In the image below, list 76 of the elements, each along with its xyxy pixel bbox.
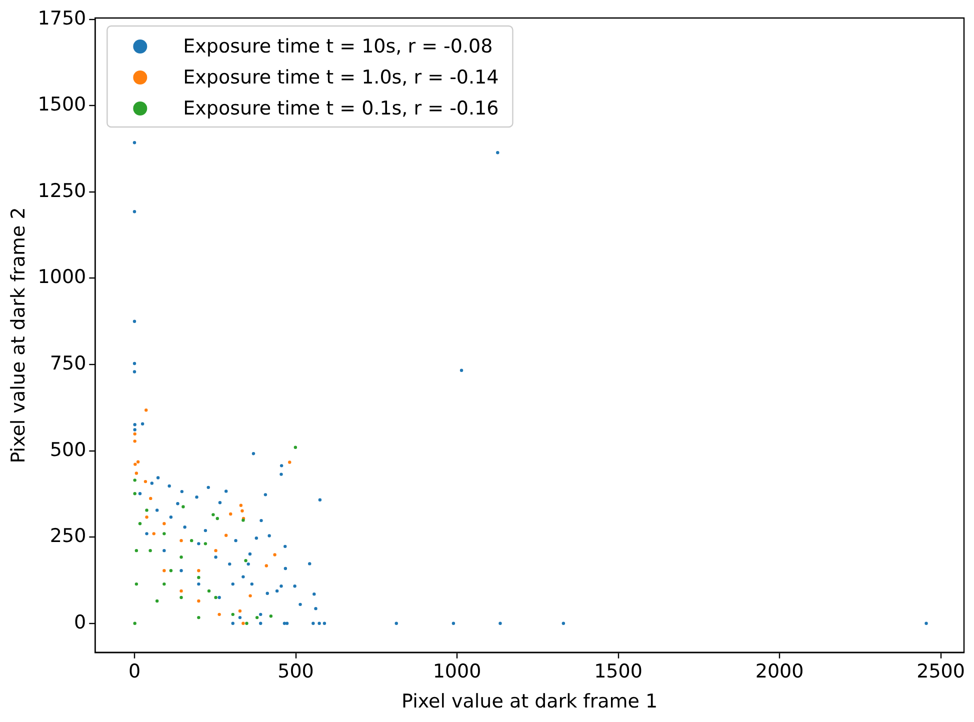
point <box>224 534 228 537</box>
point <box>197 616 200 620</box>
point <box>145 516 148 519</box>
point <box>216 516 219 520</box>
point <box>134 582 138 586</box>
point <box>294 446 298 449</box>
x-tick-label: 2500 <box>916 660 965 683</box>
y-tick-label: 1000 <box>38 266 86 288</box>
y-tick-label: 750 <box>50 352 86 374</box>
point <box>134 462 137 466</box>
x-tick-label: 500 <box>278 660 314 683</box>
point <box>133 492 136 496</box>
point <box>269 614 273 618</box>
point <box>134 548 138 552</box>
point <box>238 609 242 613</box>
point <box>162 522 166 526</box>
point <box>136 460 140 464</box>
point <box>214 596 218 600</box>
legend-label: Exposure time t = 0.1s, r = -0.16 <box>183 97 499 120</box>
point <box>133 478 136 482</box>
point <box>240 509 244 512</box>
point <box>214 548 218 552</box>
y-tick-label: 1250 <box>38 180 86 202</box>
point <box>245 622 248 626</box>
point <box>180 538 183 542</box>
legend-label: Exposure time t = 1.0s, r = -0.14 <box>183 66 499 88</box>
y-tick-label: 1500 <box>38 94 86 116</box>
point <box>162 568 166 572</box>
point <box>197 568 200 572</box>
point <box>162 532 166 536</box>
y-axis-title: Pixel value at dark frame 2 <box>7 207 30 464</box>
point <box>207 589 211 593</box>
point <box>144 480 148 484</box>
x-tick-label: 2000 <box>755 660 804 683</box>
point <box>244 558 248 562</box>
y-tick-label: 250 <box>50 525 86 548</box>
point <box>133 622 136 626</box>
x-tick-label: 1500 <box>594 660 642 683</box>
point <box>255 616 259 620</box>
point <box>144 408 148 412</box>
point <box>182 505 185 508</box>
y-tick-label: 1750 <box>38 7 86 30</box>
x-axis-title: Pixel value at dark frame 1 <box>402 690 658 713</box>
point <box>133 432 136 436</box>
y-tick-label: 500 <box>50 438 86 461</box>
point <box>264 564 268 568</box>
point <box>180 596 183 600</box>
point <box>204 542 208 546</box>
point <box>148 548 152 552</box>
point <box>155 599 159 603</box>
point <box>242 622 245 626</box>
legend-label: Exposure time t = 10s, r = -0.08 <box>183 35 493 58</box>
point <box>145 508 148 512</box>
point <box>138 522 142 526</box>
point <box>288 460 292 464</box>
point <box>248 594 252 598</box>
point <box>197 599 200 603</box>
point <box>273 553 276 556</box>
point <box>229 512 232 516</box>
point <box>169 568 173 572</box>
y-tick-label: 0 <box>74 611 86 634</box>
point <box>197 576 200 580</box>
point <box>212 513 215 516</box>
point <box>162 582 166 586</box>
point <box>239 504 243 507</box>
x-tick-label: 1000 <box>432 660 482 683</box>
point <box>231 612 234 616</box>
x-tick-label: 0 <box>128 660 141 683</box>
point <box>133 440 136 443</box>
point <box>134 472 138 475</box>
point <box>149 496 152 500</box>
point <box>152 532 156 536</box>
point <box>180 556 183 559</box>
point <box>180 589 183 593</box>
point <box>218 612 221 616</box>
point <box>190 538 194 542</box>
